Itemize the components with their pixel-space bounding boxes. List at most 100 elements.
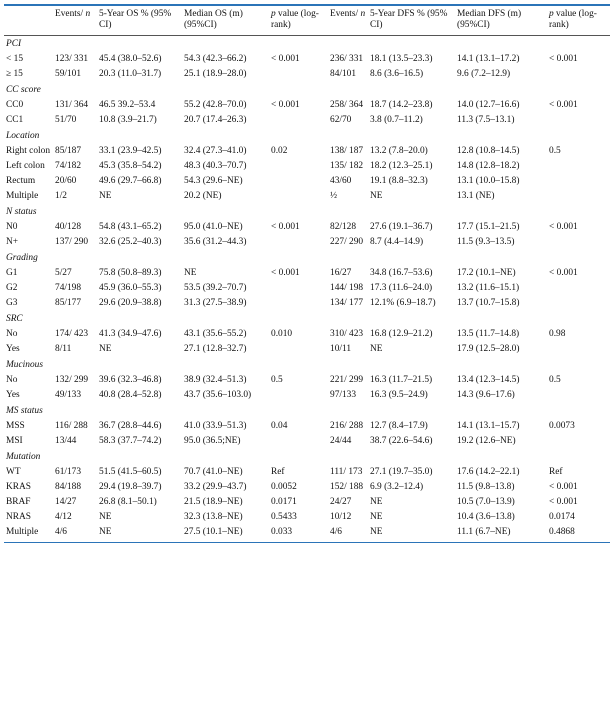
table-cell: 58.3 (37.7–74.2) <box>99 436 162 446</box>
row-label-cell: CC1 <box>6 115 24 125</box>
row-label-cell: No <box>6 375 18 385</box>
table-cell: 27.1 (12.8–32.7) <box>184 344 247 354</box>
table-cell: 51/70 <box>55 115 77 125</box>
table-cell: 36.7 (28.8–44.6) <box>99 421 162 431</box>
table-cell: 14.8 (12.8–18.2) <box>457 161 520 171</box>
table-row: Right colon 85/187 33.1 (23.9–42.5) 32.4 (2… <box>4 144 610 159</box>
table-cell: 17.7 (15.1–21.5) <box>457 222 520 232</box>
table-cell: 14.3 (9.6–17.6) <box>457 390 515 400</box>
table-cell: 236/ 331 <box>330 54 364 64</box>
section-title: N status <box>6 207 37 217</box>
table-cell: 55.2 (42.8–70.0) <box>184 100 247 110</box>
table-cell: 29.6 (20.9–38.8) <box>99 298 162 308</box>
table-cell: 48.3 (40.3–70.7) <box>184 161 247 171</box>
table-row: No 174/ 423 41.3 (34.9–47.6) 43.1 (35.6–55.… <box>4 327 610 342</box>
table-cell: 0.0073 <box>549 421 575 431</box>
table-cell: 4/12 <box>55 512 72 522</box>
header-cell-dfs-events: Events/ n <box>328 6 368 36</box>
table-cell: < 0.001 <box>549 497 578 507</box>
table-cell <box>547 159 610 174</box>
table-cell: 26.8 (8.1–50.1) <box>99 497 157 507</box>
table-row: Yes 49/133 40.8 (28.4–52.8) 43.7 (35.6–103.… <box>4 388 610 403</box>
table-cell <box>269 235 328 250</box>
table-cell <box>547 67 610 82</box>
table-cell <box>547 189 610 204</box>
table-cell: 20/60 <box>55 176 77 186</box>
table-row: Multiple 1/2 NE 20.2 (NE) ½ NE 13.1 (NE) <box>4 189 610 204</box>
table-row: CC1 51/70 10.8 (3.9–21.7) 20.7 (17.4–26.3) 6… <box>4 113 610 128</box>
table-cell: 34.8 (16.7–53.6) <box>370 268 433 278</box>
table-cell: 123/ 331 <box>55 54 89 64</box>
row-label-cell: N+ <box>6 237 19 247</box>
table-cell: 10.5 (7.0–13.9) <box>457 497 515 507</box>
table-cell: 20.7 (17.4–26.3) <box>184 115 247 125</box>
table-row: N0 40/128 54.8 (43.1–65.2) 95.0 (41.0–NE) < … <box>4 220 610 235</box>
table-cell: 14.0 (12.7–16.6) <box>457 100 520 110</box>
table-cell: 8.7 (4.4–14.9) <box>370 237 424 247</box>
table-cell: 10/12 <box>330 512 352 522</box>
table-cell: 85/177 <box>55 298 82 308</box>
section-title: Mutation <box>6 452 41 462</box>
table-cell: 38.9 (32.4–51.3) <box>184 375 247 385</box>
table-cell: 13.4 (12.3–14.5) <box>457 375 520 385</box>
table-cell <box>547 342 610 357</box>
table-cell: 16.3 (11.7–21.5) <box>370 375 433 385</box>
table-cell: 13.1 (NE) <box>457 191 495 201</box>
table-cell: 40.8 (28.4–52.8) <box>99 390 162 400</box>
section-header-row: Mutation <box>4 449 610 465</box>
table-cell: 32.6 (25.2–40.3) <box>99 237 162 247</box>
table-cell: 11.3 (7.5–13.1) <box>457 115 515 125</box>
table-cell: 24/44 <box>330 436 352 446</box>
table-row: BRAF 14/27 26.8 (8.1–50.1) 21.5 (18.9–NE) 0.… <box>4 495 610 510</box>
section-title: Location <box>6 131 40 141</box>
table-cell: 35.6 (31.2–44.3) <box>184 237 247 247</box>
table-cell: 116/ 288 <box>55 421 88 431</box>
table-cell: 0.0174 <box>549 512 575 522</box>
table-cell: 49.6 (29.7–66.8) <box>99 176 162 186</box>
table-cell: 32.4 (27.3–41.0) <box>184 146 247 156</box>
table-cell: 13.2 (11.6–15.1) <box>457 283 520 293</box>
table-cell: 4/6 <box>55 527 67 537</box>
row-label-cell: < 15 <box>6 54 24 64</box>
table-cell: 13.7 (10.7–15.8) <box>457 298 520 308</box>
section-title: SRC <box>6 314 23 324</box>
table-cell: < 0.001 <box>271 54 300 64</box>
table-cell: 0.02 <box>271 146 288 156</box>
table-cell: 0.5433 <box>271 512 297 522</box>
section-header-row: PCI <box>4 36 610 53</box>
row-label-cell: Right colon <box>6 146 51 156</box>
table-cell: Ref <box>549 467 563 477</box>
table-cell: 1/2 <box>55 191 67 201</box>
table-cell <box>269 388 328 403</box>
table-cell <box>269 174 328 189</box>
table-cell: 97/133 <box>330 390 357 400</box>
table-cell: NE <box>370 512 383 522</box>
row-label-cell: CC0 <box>6 100 24 110</box>
table-cell: 138/ 187 <box>330 146 364 156</box>
table-cell: 38.7 (22.6–54.6) <box>370 436 433 446</box>
table-cell: NE <box>370 497 383 507</box>
row-label-cell: NRAS <box>6 512 32 522</box>
table-cell: NE <box>370 527 383 537</box>
table-cell: NE <box>184 268 197 278</box>
table-cell: 111/ 173 <box>330 467 363 477</box>
table-cell: 51.5 (41.5–60.5) <box>99 467 162 477</box>
section-title: PCI <box>6 39 22 49</box>
table-cell: 14.1 (13.1–17.2) <box>457 54 520 64</box>
table-cell: 84/188 <box>55 482 82 492</box>
table-cell: 0.0052 <box>271 482 297 492</box>
table-cell: 27.5 (10.1–NE) <box>184 527 243 537</box>
table-cell: 45.4 (38.0–52.6) <box>99 54 162 64</box>
table-cell: 53.5 (39.2–70.7) <box>184 283 247 293</box>
table-cell: 137/ 290 <box>55 237 89 247</box>
table-cell <box>547 281 610 296</box>
table-cell: 13.5 (11.7–14.8) <box>457 329 520 339</box>
table-cell: 59/101 <box>55 69 82 79</box>
table-row: MSS 116/ 288 36.7 (28.8–44.6) 41.0 (33.9–51… <box>4 419 610 434</box>
table-cell: 25.1 (18.9–28.0) <box>184 69 247 79</box>
table-cell <box>269 67 328 82</box>
table-cell: 43.7 (35.6–103.0) <box>184 390 252 400</box>
table-cell: 33.2 (29.9–43.7) <box>184 482 247 492</box>
table-cell: 95.0 (36.5;NE) <box>184 436 241 446</box>
table-row: Yes 8/11 NE 27.1 (12.8–32.7) 10/11 NE 17.9 (12… <box>4 342 610 357</box>
